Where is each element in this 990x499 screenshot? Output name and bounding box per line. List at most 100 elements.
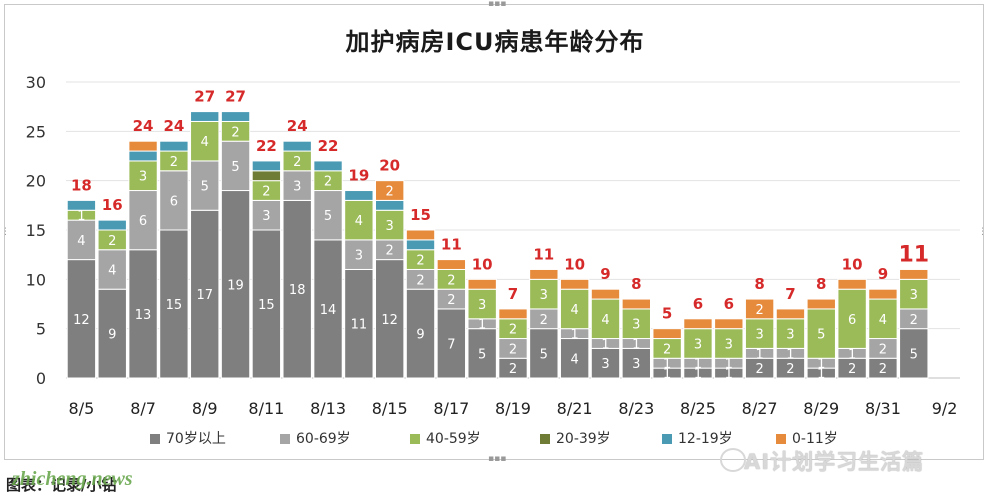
segment-value-label: 1 [817, 357, 825, 372]
bar-segment [251, 160, 282, 172]
bar-segment [220, 140, 251, 192]
resize-handle-top[interactable]: ▪▪▪ [488, 0, 507, 9]
bar-segment [97, 249, 127, 290]
segment-value-label: 1 [848, 347, 856, 362]
segment-value-label: 15 [258, 298, 275, 313]
bar-segment [344, 190, 374, 201]
x-tick-label: 8/29 [803, 399, 839, 418]
segment-value-label: 2 [170, 155, 178, 170]
segment-value-label: 4 [201, 135, 209, 150]
bar-total-label: 16 [102, 196, 123, 214]
segment-value-label: 2 [848, 362, 856, 377]
bar-segment [837, 288, 867, 349]
segment-value-label: 9 [108, 328, 116, 343]
segment-value-label: 1 [77, 209, 85, 224]
legend-label: 12-19岁 [678, 431, 733, 447]
bar-segment [251, 229, 282, 379]
bar-total-label: 22 [256, 137, 277, 155]
segment-value-label: 17 [196, 288, 213, 303]
segment-value-label: 2 [509, 323, 517, 338]
segment-value-label: 5 [231, 160, 239, 175]
segment-value-label: 2 [755, 362, 763, 377]
segment-value-label: 3 [478, 298, 486, 313]
x-tick-label: 8/23 [618, 399, 654, 418]
segment-value-label: 5 [817, 328, 825, 343]
x-tick-label: 8/27 [742, 399, 778, 418]
bar-segment [467, 328, 497, 379]
resize-handle-bottom[interactable]: ▪▪▪ [488, 454, 507, 464]
segment-value-label: 19 [227, 278, 244, 293]
bar-segment [159, 140, 189, 152]
bar-total-label: 15 [410, 206, 431, 224]
bar-total-label: 22 [318, 137, 339, 155]
segment-value-label: 5 [910, 347, 918, 362]
y-tick-label: 0 [36, 369, 46, 388]
bar-segment [899, 268, 929, 280]
segment-value-label: 3 [355, 249, 363, 264]
bar-segment [652, 328, 682, 340]
chart-title: 加护病房ICU病患年龄分布 [345, 28, 645, 56]
segment-value-label: 2 [416, 273, 424, 288]
bar-segment [529, 328, 559, 379]
y-tick-label: 10 [26, 270, 46, 289]
bar-segment [97, 219, 127, 231]
segment-value-label: 4 [879, 313, 887, 328]
bar-total-label: 6 [724, 295, 734, 313]
bar-segment [868, 298, 898, 340]
segment-value-label: 4 [571, 352, 579, 367]
segment-value-label: 2 [447, 293, 455, 308]
segment-value-label: 3 [755, 328, 763, 343]
bar-segment [467, 288, 497, 320]
chart-frame [4, 4, 984, 460]
bar-segment [590, 288, 621, 300]
segment-value-label: 2 [879, 342, 887, 357]
x-tick-label: 8/15 [372, 399, 408, 418]
bar-segment [251, 170, 282, 182]
segment-value-label: 4 [601, 313, 609, 328]
bar-segment [375, 199, 405, 211]
legend-item: 0-11岁 [776, 428, 838, 448]
x-tick-label: 8/5 [69, 399, 95, 418]
segment-value-label: 2 [509, 362, 517, 377]
legend-swatch [776, 434, 786, 444]
bar-total-label: 7 [785, 285, 795, 303]
segment-value-label: 1 [571, 328, 579, 343]
bar-segment [190, 120, 220, 162]
segment-value-label: 3 [694, 337, 702, 352]
segment-value-label: 3 [540, 288, 548, 303]
bar-segment [529, 268, 559, 280]
legend-swatch [150, 434, 160, 444]
bar-segment [66, 199, 97, 211]
segment-value-label: 6 [170, 194, 178, 209]
segment-value-label: 1 [663, 367, 671, 382]
segment-value-label: 2 [755, 303, 763, 318]
x-tick-label: 9/2 [932, 399, 958, 418]
segment-value-label: 1 [725, 357, 733, 372]
bar-segment [559, 278, 590, 290]
x-tick-label: 8/25 [680, 399, 716, 418]
bar-segment [868, 288, 898, 300]
bar-total-label: 19 [348, 167, 369, 185]
bar-segment [375, 259, 405, 379]
bar-total-label: 24 [163, 117, 184, 135]
segment-value-label: 1 [632, 337, 640, 352]
segment-value-label: 6 [139, 214, 147, 229]
segment-value-label: 2 [509, 342, 517, 357]
bar-total-label: 7 [508, 285, 518, 303]
segment-value-label: 3 [139, 170, 147, 185]
bar-total-label: 10 [842, 255, 863, 273]
bar-segment [683, 318, 713, 330]
bar-segment [344, 268, 374, 379]
legend-swatch [540, 434, 550, 444]
segment-value-label: 5 [540, 347, 548, 362]
bar-segment [220, 111, 251, 122]
legend-item: 20-39岁 [540, 428, 611, 448]
bar-total-label: 24 [287, 117, 308, 135]
bar-segment [621, 298, 651, 310]
legend-item: 70岁以上 [150, 428, 226, 448]
bar-segment [744, 318, 775, 349]
segment-value-label: 1 [478, 318, 486, 333]
resize-handle-left[interactable]: ⋮ [1, 227, 10, 237]
resize-handle-right[interactable]: ⋮ [978, 227, 987, 237]
